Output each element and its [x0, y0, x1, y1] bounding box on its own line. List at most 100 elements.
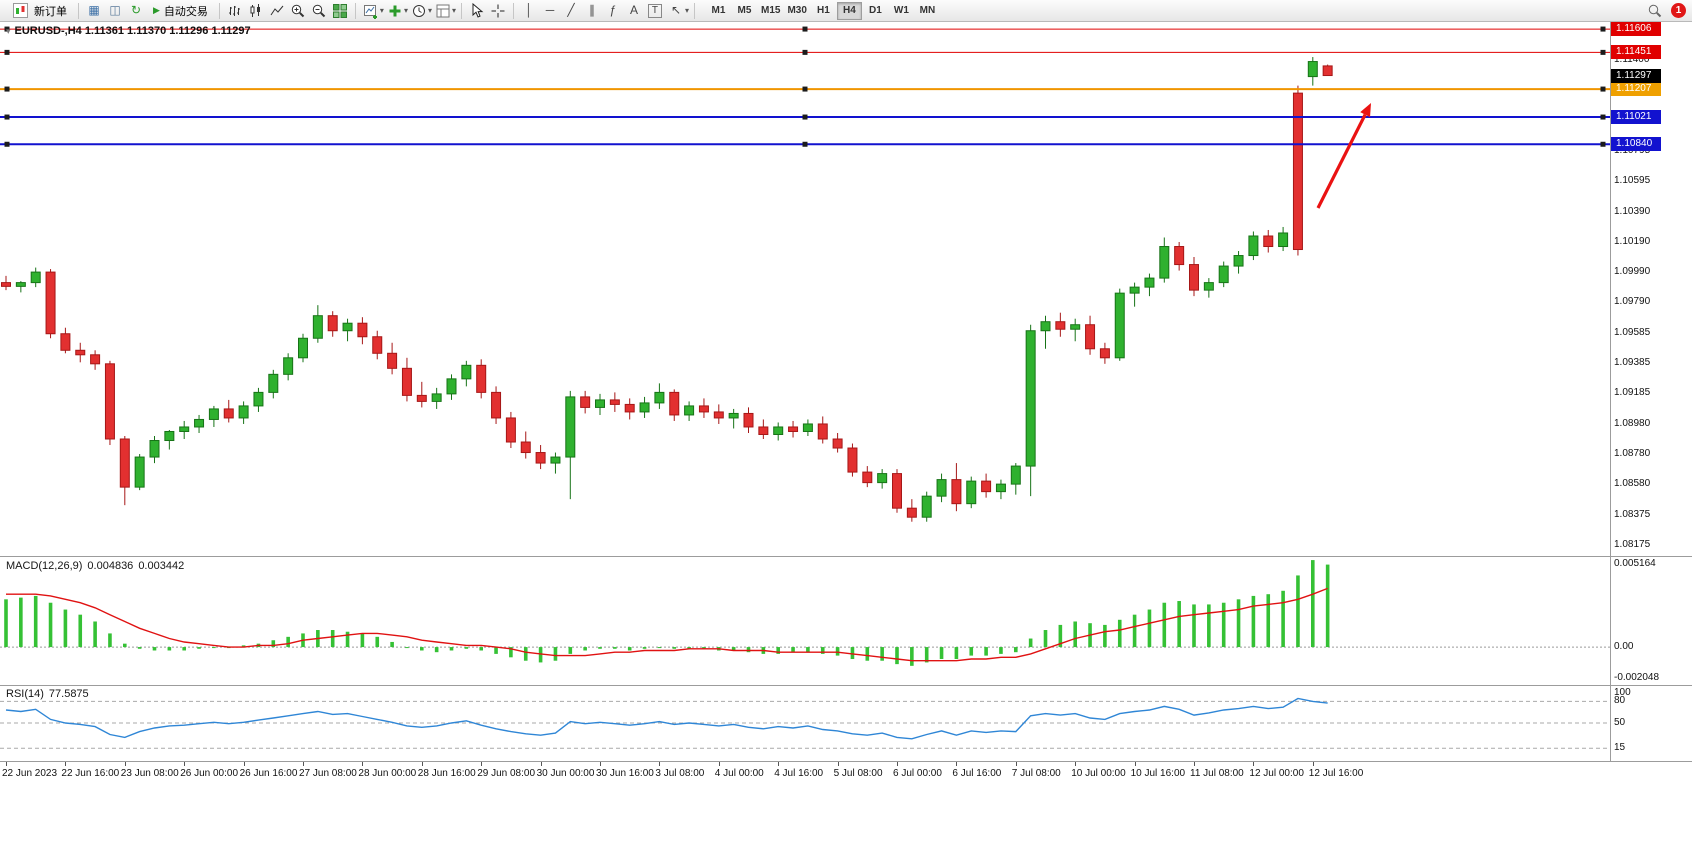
macd-histogram-bar — [984, 647, 988, 656]
text-tool-icon[interactable]: A — [629, 2, 638, 17]
zoom-in-icon[interactable] — [288, 1, 308, 21]
time-tick — [897, 762, 898, 766]
time-tick — [956, 762, 958, 766]
horizontal-line[interactable] — [0, 141, 1610, 147]
label-tool-icon[interactable]: T — [647, 3, 662, 18]
horizontal-line[interactable] — [0, 114, 1610, 120]
divider — [218, 2, 220, 19]
timeframe-m15[interactable]: M15 — [761, 4, 781, 16]
macd-histogram-bar — [865, 647, 870, 661]
new-order-button[interactable]: 新订单 — [4, 1, 73, 21]
data-window-icon[interactable]: ◫ — [109, 2, 121, 17]
crosshair-icon[interactable] — [488, 1, 508, 21]
time-axis[interactable]: 22 Jun 2023 22 Jun 16:00 23 Jun 08:00 26 Ju… — [0, 762, 1692, 786]
panel-separator[interactable] — [0, 761, 1692, 762]
candle — [1248, 231, 1259, 261]
candle — [446, 374, 457, 400]
new-chart-icon[interactable] — [361, 1, 381, 21]
price-line-badge: 1.11451 — [1611, 45, 1661, 60]
candle — [1159, 237, 1170, 283]
macd-histogram-bar — [627, 647, 632, 651]
candle — [1292, 85, 1303, 256]
candle — [208, 405, 219, 427]
zoom-out-icon[interactable] — [309, 1, 329, 21]
trendline-tool-icon[interactable]: ╱ — [567, 2, 575, 17]
rsi-panel-canvas[interactable] — [0, 686, 1610, 761]
time-tick — [778, 762, 780, 766]
macd-histogram-bar — [553, 647, 558, 661]
bar-chart-icon[interactable] — [225, 1, 245, 21]
notification-badge[interactable]: 1 — [1671, 3, 1686, 18]
refresh-icon[interactable]: ↻ — [130, 2, 142, 17]
horizontal-line[interactable] — [0, 86, 1610, 92]
timeframe-h4[interactable]: H4 — [836, 1, 862, 20]
line-chart-icon[interactable] — [267, 1, 287, 21]
timeframe-m30[interactable]: M30 — [787, 4, 807, 16]
timeframe-w1[interactable]: W1 — [893, 4, 909, 16]
candle — [936, 473, 947, 503]
channel-tool-icon[interactable]: ∥ — [588, 2, 595, 17]
macd-panel-canvas[interactable] — [0, 557, 1610, 685]
line-handle — [802, 114, 808, 120]
chevron-down-icon[interactable]: ▾ — [684, 6, 689, 15]
timeframe-m5[interactable]: M5 — [737, 4, 752, 16]
tile-windows-icon[interactable] — [330, 1, 350, 21]
autotrading-button[interactable]: ▶ 自动交易 — [147, 1, 214, 21]
macd-histogram-bar — [820, 647, 825, 654]
one-click-collapse-icon[interactable]: ▾ — [6, 26, 11, 36]
candlestick-chart-icon[interactable] — [246, 1, 266, 21]
search-icon[interactable] — [1645, 1, 1665, 21]
timeframe-h1[interactable]: H1 — [817, 4, 830, 16]
candle — [401, 357, 412, 402]
candle — [1070, 318, 1081, 342]
panel-separator[interactable] — [0, 685, 1692, 686]
candle — [802, 419, 813, 436]
line-handle — [1600, 141, 1606, 147]
time-label: 29 Jun 08:00 — [477, 768, 536, 779]
periods-clock-icon[interactable] — [409, 1, 429, 21]
macd-histogram-bar — [613, 647, 617, 649]
time-label: 27 Jun 08:00 — [299, 768, 357, 779]
profiles-icon[interactable]: ▦ — [88, 2, 100, 17]
indicators-icon[interactable] — [385, 1, 405, 21]
price-chart-canvas[interactable] — [0, 22, 1610, 556]
candle — [1010, 463, 1021, 495]
macd-histogram-bar — [1281, 590, 1285, 648]
horizontal-line[interactable] — [0, 26, 1610, 32]
timeframe-m1[interactable]: M1 — [711, 4, 726, 16]
time-label: 7 Jul 08:00 — [1011, 768, 1061, 779]
panel-separator[interactable] — [0, 556, 1692, 557]
time-label: 3 Jul 08:00 — [655, 768, 705, 779]
time-tick — [362, 762, 364, 766]
timeframe-d1[interactable]: D1 — [869, 4, 882, 16]
candle — [1114, 288, 1125, 361]
macd-histogram-bar — [4, 599, 8, 648]
chevron-down-icon[interactable]: ▾ — [379, 6, 384, 15]
chevron-down-icon[interactable]: ▾ — [427, 6, 432, 15]
horizontal-line[interactable] — [0, 49, 1610, 55]
vertical-line-tool-icon[interactable]: │ — [525, 2, 533, 17]
candle — [327, 311, 338, 337]
arrow-annotation[interactable] — [1316, 103, 1371, 209]
chevron-down-icon[interactable]: ▾ — [403, 6, 408, 15]
macd-histogram-bar — [375, 636, 380, 648]
fibonacci-tool-icon[interactable]: ƒ — [609, 2, 617, 17]
macd-histogram-bar — [657, 647, 662, 649]
arrows-tool-icon[interactable]: ↖ — [670, 2, 682, 17]
templates-icon[interactable] — [433, 1, 453, 21]
macd-histogram-bar — [137, 647, 142, 649]
candle — [951, 463, 962, 512]
timeframe-mn[interactable]: MN — [919, 4, 936, 16]
macd-histogram-bar — [93, 621, 97, 648]
macd-histogram-bar — [598, 647, 602, 649]
macd-histogram-bar — [33, 595, 38, 648]
divider — [78, 2, 79, 19]
macd-histogram-bar — [509, 647, 513, 658]
time-tick — [421, 762, 423, 766]
time-tick — [184, 762, 186, 766]
candle — [609, 392, 620, 412]
cursor-icon[interactable] — [467, 1, 487, 21]
horizontal-line-tool-icon[interactable]: ─ — [545, 2, 555, 17]
chevron-down-icon[interactable]: ▾ — [451, 6, 456, 15]
macd-histogram-bar — [464, 647, 469, 649]
